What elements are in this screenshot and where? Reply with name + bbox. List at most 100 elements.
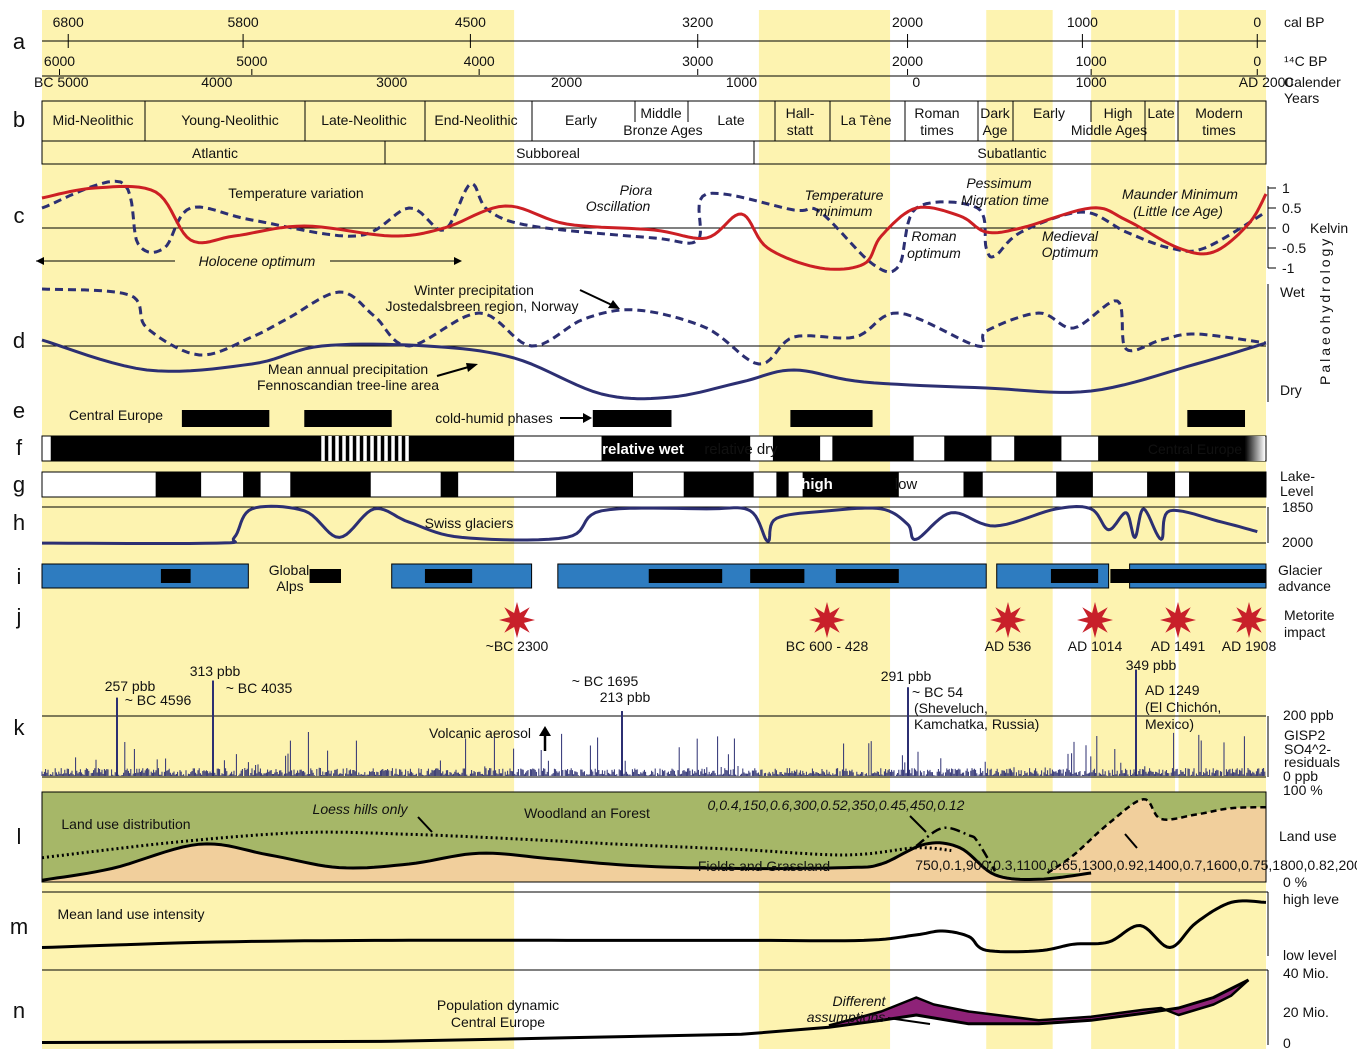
- cultural-period-label: Late-Neolithic: [321, 112, 407, 128]
- cultural-period-label: statt: [787, 122, 814, 138]
- cultural-period-label: Early: [565, 112, 597, 128]
- arrowhead: [539, 726, 551, 736]
- land-use-solid-line: [41, 841, 1092, 882]
- hatch-stripe: [363, 436, 367, 461]
- lake-high-8: [963, 472, 983, 497]
- cold-humid-bar-4: [1187, 410, 1246, 427]
- row-letter-k: k: [14, 715, 26, 740]
- row-letter-g: g: [13, 472, 25, 497]
- loess-arrow: [417, 816, 433, 833]
- lake-high-label: high: [801, 476, 833, 493]
- cultural-period-label: Middle: [640, 105, 681, 121]
- land-use-axis-0: 0 %: [1283, 874, 1307, 890]
- lake-level-label: Lake-: [1280, 468, 1315, 484]
- lake-high-10: [1147, 472, 1176, 497]
- volcanic-label: (El Chichón,: [1145, 699, 1221, 715]
- germany-arrow: [1124, 833, 1138, 849]
- alps-label: Alps: [276, 578, 303, 594]
- shaded-periods: [42, 10, 1266, 1049]
- wet-dry-region-label: Central Europe: [1148, 441, 1242, 457]
- roman-arrow: [909, 815, 927, 833]
- wet-label: Wet: [1280, 284, 1305, 300]
- cultural-period-label: Dark: [980, 105, 1011, 121]
- cultural-period-label: Mid-Neolithic: [53, 112, 134, 128]
- lake-high-7: [802, 472, 899, 497]
- meteorite-label: AD 536: [985, 638, 1032, 654]
- annual-precipitation-curve: [41, 338, 1267, 401]
- loess-label: Loess hills only: [313, 801, 409, 817]
- arrowhead: [583, 413, 592, 423]
- wet-period-2: [772, 436, 821, 461]
- arrowhead: [608, 300, 620, 309]
- meteorite-star: [499, 602, 535, 638]
- land-use-axis-100: 100 %: [1283, 782, 1323, 798]
- c14-bp-tick: 1000: [1076, 53, 1107, 69]
- cal-bp-tick: 5800: [228, 14, 259, 30]
- cal-bp-tick: 2000: [892, 14, 923, 30]
- volcanic-trace: [41, 732, 1266, 776]
- lake-high-9: [1056, 472, 1093, 497]
- c14-bp-tick: 6000: [44, 53, 75, 69]
- calendar-tick: 4000: [201, 74, 232, 90]
- row-letter-a: a: [13, 29, 26, 54]
- volcanic-label: 257 pbb: [105, 678, 156, 694]
- wet-period-1: [601, 436, 751, 461]
- calendar-tick: 0: [912, 74, 920, 90]
- hatch-stripe: [377, 436, 381, 461]
- relative-wet-label: relative wet: [602, 441, 684, 458]
- wet-period-4: [944, 436, 992, 461]
- row-letter-i: i: [17, 564, 22, 589]
- alps-advance-4: [750, 569, 805, 583]
- row-letter-j: j: [16, 604, 22, 629]
- population-title-2: Central Europe: [451, 1014, 545, 1030]
- germany-label: 750,0.1,900,0.3,1100,0.65,1300,0.92,1400…: [915, 857, 1357, 873]
- hatch-stripe: [321, 436, 325, 461]
- land-use-axis-label: Land use: [1279, 828, 1337, 844]
- alps-advance-6: [1050, 569, 1099, 583]
- temperature-annotation: Medieval: [1042, 228, 1099, 244]
- land-use-title: Land use distribution: [61, 816, 190, 832]
- meteorite-star: [990, 602, 1026, 638]
- land-use-fields-area: [42, 799, 1266, 882]
- climate-period-label: Atlantic: [192, 145, 238, 161]
- volcanic-axis-200: 200 ppb: [1283, 707, 1334, 723]
- assumptions-label: Different: [833, 993, 887, 1009]
- cultural-period-label: Age: [983, 122, 1008, 138]
- global-label: Global: [269, 562, 309, 578]
- calendar-label-2: Years: [1284, 90, 1319, 106]
- cal-bp-tick: 0: [1253, 14, 1261, 30]
- winter-precip-label-2: Jostedalsbreen region, Norway: [386, 298, 579, 314]
- swiss-glaciers-label: Swiss glaciers: [425, 515, 514, 531]
- relative-dry-label: relative dry: [704, 441, 778, 458]
- population-lower-curve: [41, 978, 1250, 1044]
- land-use-frame: [41, 791, 1267, 883]
- volcanic-axis-0: 0 ppb: [1283, 768, 1318, 784]
- c14-bp-label: ¹⁴C BP: [1284, 53, 1327, 69]
- population-assumption-area: [828, 980, 1249, 1028]
- volcanic-label: ~ BC 4596: [125, 692, 192, 708]
- cultural-period-label: Roman: [914, 105, 959, 121]
- lake-high-6: [776, 472, 789, 497]
- cultural-period-label: Young-Neolithic: [181, 112, 279, 128]
- row-letter-h: h: [13, 510, 25, 535]
- dry-label: Dry: [1280, 382, 1302, 398]
- calendar-tick: BC 5000: [34, 74, 89, 90]
- winter-arrow: [579, 289, 615, 307]
- row-letter-f: f: [16, 435, 23, 460]
- population-axis-0: 0: [1283, 1035, 1291, 1049]
- volcanic-label: 313 pbb: [190, 663, 241, 679]
- row-letter-e: e: [13, 398, 25, 423]
- c14-bp-tick: 3000: [682, 53, 713, 69]
- row-letter-m: m: [10, 914, 28, 939]
- hatch-stripe: [356, 436, 360, 461]
- temperature-blue-dashed: [41, 179, 1267, 274]
- calendar-tick: 1000: [1076, 74, 1107, 90]
- wet-period-6: [1098, 436, 1246, 461]
- cultural-period-label: Hall-: [786, 105, 815, 121]
- cultural-period-label: times: [1202, 122, 1235, 138]
- hatch-stripe: [328, 436, 332, 461]
- volcanic-label: 349 pbb: [1126, 657, 1177, 673]
- lake-high-0: [155, 472, 202, 497]
- global-advance-0: [41, 563, 249, 589]
- cal-bp-tick: 6800: [53, 14, 84, 30]
